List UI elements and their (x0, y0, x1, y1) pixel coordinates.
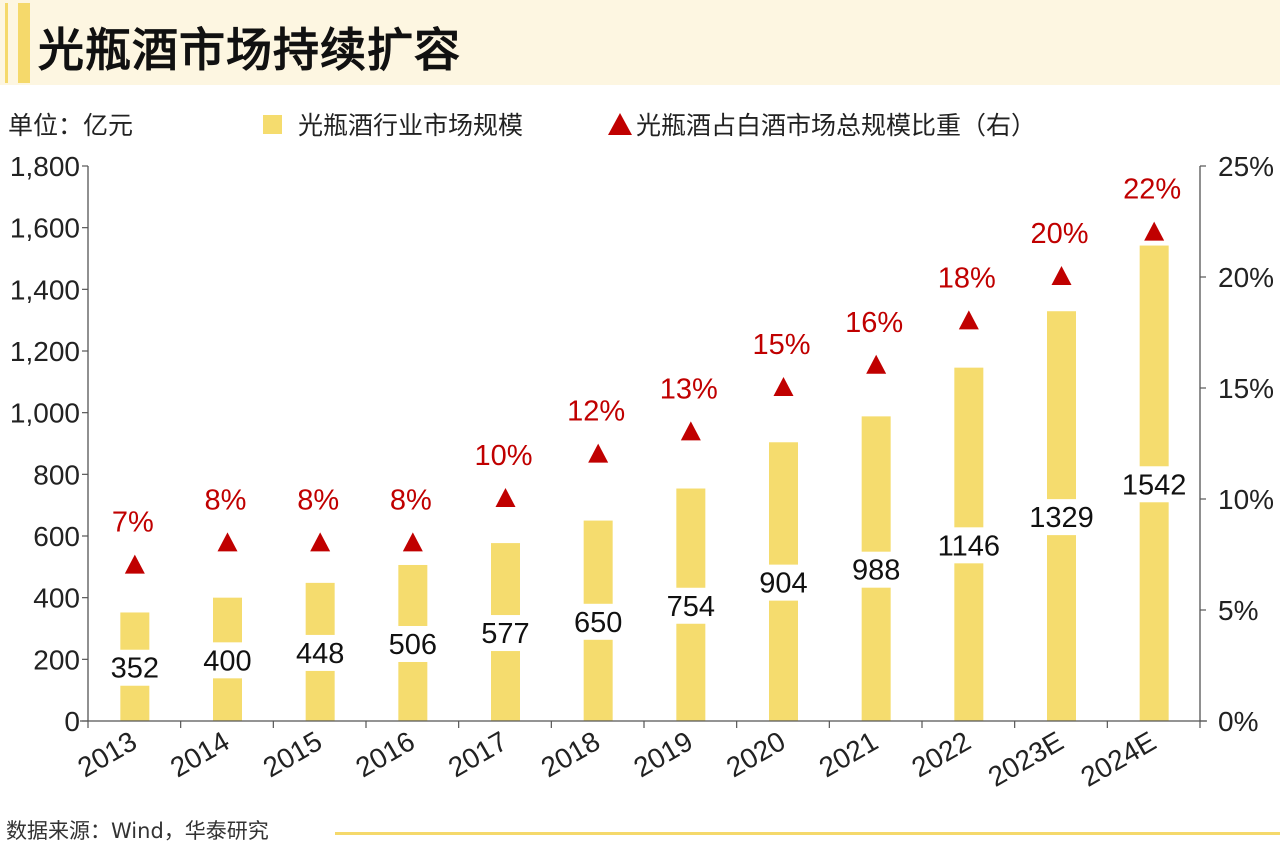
share-label: 12% (567, 396, 625, 428)
share-marker-triangle (124, 554, 145, 574)
chart-title: 光瓶酒市场持续扩容 (38, 23, 461, 77)
value-label: 352 (111, 653, 159, 685)
legend-label-share: 光瓶酒占白酒市场总规模比重（右） (636, 111, 1037, 140)
share-marker-triangle (866, 354, 887, 374)
y-tick-label-left: 0 (64, 706, 80, 737)
unit-label: 单位：亿元 (8, 111, 134, 140)
x-tick-label: 2021 (814, 725, 883, 783)
y-tick-label-left: 200 (33, 644, 80, 675)
x-tick-label: 2014 (165, 725, 234, 783)
share-label: 7% (112, 507, 154, 539)
value-label-bg (105, 649, 165, 686)
share-marker-triangle (1144, 221, 1165, 241)
value-label-bg (661, 587, 721, 624)
share-marker-triangle (773, 377, 794, 396)
legend-triangle-icon (608, 113, 632, 135)
x-tick-label: 2016 (350, 725, 419, 783)
x-tick-label: 2018 (536, 725, 605, 783)
value-label-bg (290, 634, 350, 671)
value-label-bg (930, 527, 1007, 564)
y-tick-label-left: 1,400 (10, 274, 80, 305)
y-tick-label-left: 400 (33, 583, 80, 614)
value-label-bg (568, 603, 628, 640)
y-tick-label-left: 1,600 (10, 213, 80, 244)
x-tick-label: 2015 (258, 725, 327, 783)
value-label: 448 (296, 638, 344, 670)
share-label: 8% (205, 484, 247, 516)
share-marker-triangle (958, 310, 979, 330)
value-label: 988 (852, 555, 900, 587)
value-label: 1146 (938, 530, 1000, 562)
title-band (0, 0, 1280, 85)
value-label-bg (846, 551, 906, 588)
markers-layer: 7% 8% 8% 8% 10% 12% 13% 15% 16% 18% 20% 22% (112, 174, 1181, 574)
share-label: 13% (660, 373, 718, 405)
y-tick-label-right: 5% (1218, 595, 1258, 626)
share-marker-triangle (310, 532, 331, 552)
y-tick-label-left: 1,000 (10, 398, 80, 429)
x-tick-label: 2022 (906, 725, 975, 783)
value-label: 400 (203, 645, 251, 677)
footer-line (335, 832, 1280, 835)
value-label: 1329 (1029, 502, 1094, 534)
value-label-bg (1023, 499, 1100, 536)
x-tick-label: 2017 (443, 725, 512, 783)
y-tick-label-right: 10% (1218, 484, 1274, 515)
share-marker-triangle (217, 532, 238, 552)
share-label: 15% (752, 329, 810, 361)
y-tick-label-right: 20% (1218, 262, 1274, 293)
labels-layer: 352 400 448 506 577 650 754 904 988 1146 1329 1542 (105, 466, 1193, 686)
value-label-bg (754, 564, 813, 601)
x-tick-label: 2019 (628, 725, 697, 783)
value-label-bg (383, 625, 443, 662)
legend-item-share: 光瓶酒占白酒市场总规模比重（右） (608, 106, 1036, 142)
share-label: 8% (297, 484, 339, 516)
value-label: 650 (574, 607, 622, 639)
share-marker-triangle (495, 488, 516, 507)
share-marker-triangle (680, 421, 701, 441)
value-label: 577 (481, 618, 529, 650)
bars-layer (120, 245, 1169, 722)
x-tick-label: 2023E (983, 725, 1069, 792)
share-marker-triangle (1051, 266, 1072, 285)
y-tick-label-left: 1,200 (10, 336, 80, 367)
value-label-bg (198, 642, 257, 679)
legend-label-market-size: 光瓶酒行业市场规模 (298, 111, 524, 140)
share-label: 22% (1123, 174, 1181, 206)
x-tick-label: 2013 (72, 725, 141, 783)
title-accent-line (5, 3, 8, 83)
x-tick-label: 2020 (721, 725, 790, 783)
share-label: 10% (474, 440, 532, 472)
source-note: 数据来源：Wind，华泰研究 (6, 819, 269, 843)
y-tick-label-left: 600 (33, 521, 80, 552)
chart-plot: 0 200 400 600 800 1,000 1,200 1,400 1,600 1,800 0%… (10, 151, 1274, 793)
value-label: 1542 (1122, 469, 1187, 501)
share-label: 18% (938, 262, 996, 294)
legend-swatch-bar (263, 114, 282, 134)
y-tick-label-right: 15% (1218, 373, 1274, 404)
share-marker-triangle (588, 443, 609, 463)
value-label-bg (1116, 466, 1193, 503)
value-label-bg (476, 615, 535, 652)
title-accent-bar (18, 3, 30, 83)
y-tick-label-right: 25% (1218, 151, 1274, 182)
share-label: 8% (390, 484, 432, 516)
share-label: 20% (1030, 218, 1088, 250)
value-label: 506 (389, 629, 437, 661)
x-tick-label: 2024E (1076, 725, 1162, 792)
value-label: 754 (667, 591, 715, 623)
y-tick-label-left: 800 (33, 459, 80, 490)
legend-item-market-size: 光瓶酒行业市场规模 (263, 106, 523, 142)
value-label: 904 (759, 568, 807, 600)
y-tick-label-right: 0% (1218, 706, 1258, 737)
share-marker-triangle (402, 532, 423, 552)
share-label: 16% (845, 307, 903, 339)
y-tick-label-left: 1,800 (10, 151, 80, 182)
